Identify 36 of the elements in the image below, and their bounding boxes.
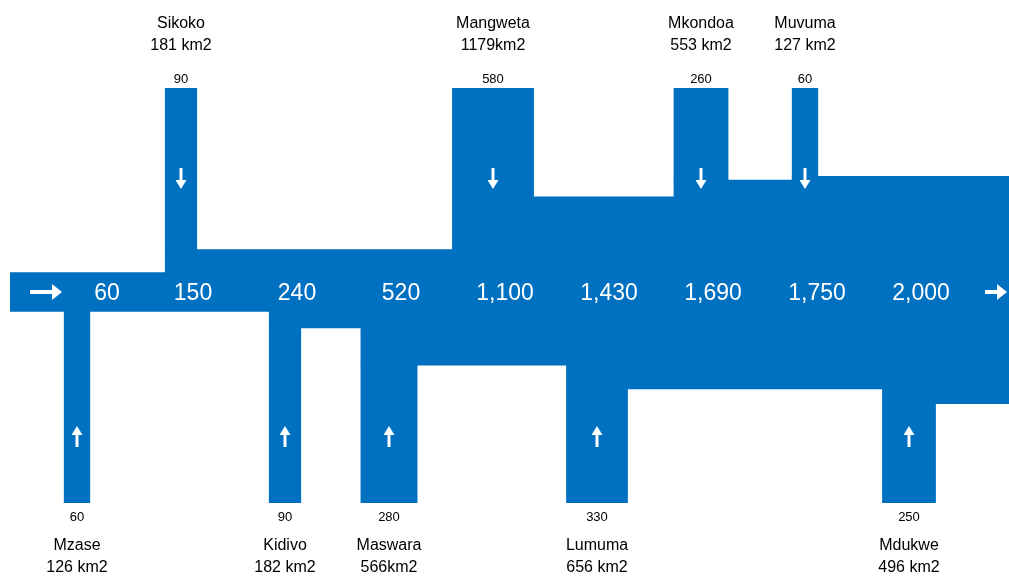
text: 553 km2 xyxy=(670,36,732,53)
text: 181 km2 xyxy=(150,36,212,53)
data-label: 250 xyxy=(898,509,920,524)
category-label: Muvuma xyxy=(774,14,836,31)
data-label: 60 xyxy=(797,71,813,86)
category-label: Mdukwe xyxy=(879,536,939,553)
data-label: 260 xyxy=(690,71,712,86)
data-label: 150 xyxy=(173,279,213,305)
text: 182 km2 xyxy=(254,558,316,575)
category-label: Sikoko xyxy=(156,14,206,31)
text: 127 km2 xyxy=(774,36,836,53)
category-label: Mzase xyxy=(53,536,101,553)
data-label: 1,750 xyxy=(788,279,846,305)
data-label: 1,100 xyxy=(476,279,534,305)
data-label: 60 xyxy=(69,509,85,524)
data-label: 90 xyxy=(277,509,293,524)
text: 496 km2 xyxy=(878,558,940,575)
text: 126 km2 xyxy=(46,558,108,575)
text: 566km2 xyxy=(360,558,418,575)
data-label: 90 xyxy=(173,71,189,86)
data-label: 580 xyxy=(482,71,504,86)
category-label: Maswara xyxy=(356,536,422,553)
data-label: 330 xyxy=(586,509,608,524)
data-label: 520 xyxy=(381,279,421,305)
category-label: Kidivo xyxy=(263,536,307,553)
data-label: 2,000 xyxy=(892,279,950,305)
data-label: 1,690 xyxy=(684,279,742,305)
data-label: 280 xyxy=(378,509,400,524)
data-label: 240 xyxy=(277,279,317,305)
category-label: Mkondoa xyxy=(668,14,735,31)
data-label: 60 xyxy=(94,279,120,305)
category-label: Mangweta xyxy=(456,14,531,31)
category-label: Lumuma xyxy=(565,536,629,553)
text: 656 km2 xyxy=(566,558,628,575)
data-label: 1,430 xyxy=(580,279,638,305)
text: 1179km2 xyxy=(460,36,526,53)
